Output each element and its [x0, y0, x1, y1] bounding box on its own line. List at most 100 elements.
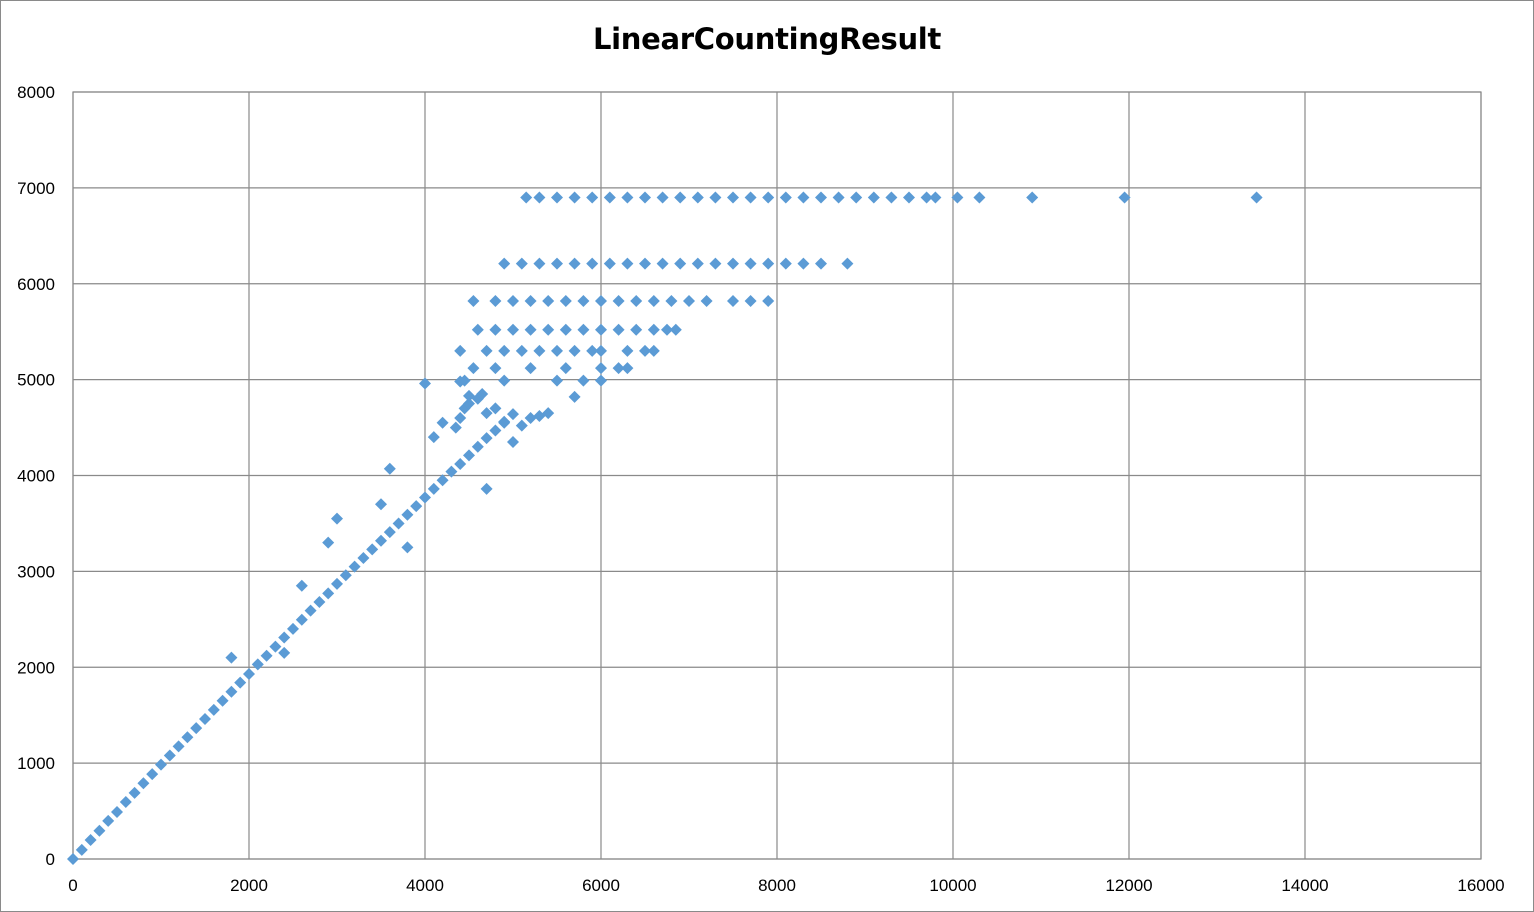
data-point	[225, 651, 238, 664]
data-point	[762, 295, 775, 308]
data-point	[515, 419, 528, 432]
data-point	[155, 758, 167, 771]
data-point	[595, 344, 607, 357]
data-point	[612, 323, 625, 336]
data-point	[331, 512, 343, 525]
data-point	[533, 191, 546, 204]
data-point	[1026, 191, 1039, 204]
y-axis-ticks: 0 1000 2000 3000 4000 5000 6000 7000 8000	[17, 83, 55, 869]
data-point	[498, 344, 511, 357]
y-tick-label: 5000	[17, 371, 55, 390]
data-point	[815, 191, 827, 204]
data-point	[533, 257, 546, 270]
data-point	[419, 491, 431, 504]
data-point	[542, 295, 555, 308]
data-point	[375, 534, 387, 547]
data-point	[559, 295, 572, 308]
data-point	[595, 323, 607, 336]
data-point	[119, 795, 132, 808]
data-point	[630, 323, 643, 336]
data-point	[951, 191, 964, 204]
data-point	[595, 295, 607, 308]
data-point	[498, 374, 511, 387]
data-point	[744, 191, 757, 204]
data-point	[251, 658, 264, 671]
data-point	[357, 551, 370, 564]
data-point	[920, 191, 933, 204]
data-point	[454, 411, 467, 424]
data-point	[603, 191, 616, 204]
data-point	[331, 577, 343, 590]
data-point	[480, 344, 493, 357]
data-point	[683, 295, 695, 308]
data-point	[762, 191, 775, 204]
data-point	[665, 295, 678, 308]
data-point	[199, 713, 211, 726]
data-point	[762, 257, 775, 270]
data-point	[489, 295, 502, 308]
data-point	[639, 257, 651, 270]
data-point	[507, 323, 519, 336]
data-point	[691, 191, 704, 204]
data-point	[445, 465, 458, 478]
data-point	[181, 731, 194, 744]
x-tick-label: 14000	[1281, 876, 1328, 895]
data-point	[498, 416, 511, 429]
data-point	[471, 323, 484, 336]
data-point	[458, 374, 471, 387]
data-point	[392, 517, 405, 530]
x-tick-label: 10000	[929, 876, 976, 895]
data-point	[779, 191, 792, 204]
data-point	[463, 449, 475, 462]
data-point	[647, 295, 660, 308]
y-tick-label: 2000	[17, 658, 55, 677]
x-tick-label: 8000	[758, 876, 796, 895]
data-point	[234, 676, 247, 689]
data-point	[489, 362, 502, 375]
data-point	[278, 631, 291, 644]
data-point	[885, 191, 898, 204]
data-point	[674, 191, 687, 204]
data-point	[436, 474, 449, 487]
data-point	[533, 410, 546, 423]
data-point	[815, 257, 827, 270]
data-point	[480, 482, 493, 495]
y-tick-label: 7000	[17, 179, 55, 198]
data-point	[524, 295, 537, 308]
data-point	[639, 191, 651, 204]
data-point	[401, 541, 414, 554]
data-point	[533, 344, 546, 357]
data-point	[287, 622, 299, 635]
y-tick-label: 1000	[17, 754, 55, 773]
y-tick-label: 0	[46, 850, 55, 869]
data-point	[410, 500, 423, 513]
data-point	[295, 613, 308, 626]
data-point	[621, 257, 634, 270]
data-point	[84, 834, 97, 847]
data-point	[383, 462, 396, 475]
x-tick-label: 16000	[1457, 876, 1504, 895]
data-point	[674, 257, 687, 270]
data-point	[190, 722, 203, 735]
data-point	[595, 362, 607, 375]
data-point	[551, 344, 563, 357]
data-point	[524, 411, 537, 424]
data-point	[559, 323, 572, 336]
data-point	[577, 323, 590, 336]
data-point	[577, 295, 590, 308]
data-point	[656, 191, 669, 204]
data-point	[137, 777, 150, 790]
x-tick-label: 4000	[406, 876, 444, 895]
data-point	[568, 344, 581, 357]
data-point	[401, 508, 414, 521]
data-point	[260, 649, 273, 662]
data-point	[102, 814, 115, 827]
data-point	[489, 424, 502, 437]
data-point	[427, 431, 440, 444]
data-point	[467, 362, 480, 375]
data-point	[661, 323, 673, 336]
data-point	[515, 257, 528, 270]
data-point	[973, 191, 986, 204]
data-point	[832, 191, 845, 204]
grid-lines	[72, 91, 1482, 860]
